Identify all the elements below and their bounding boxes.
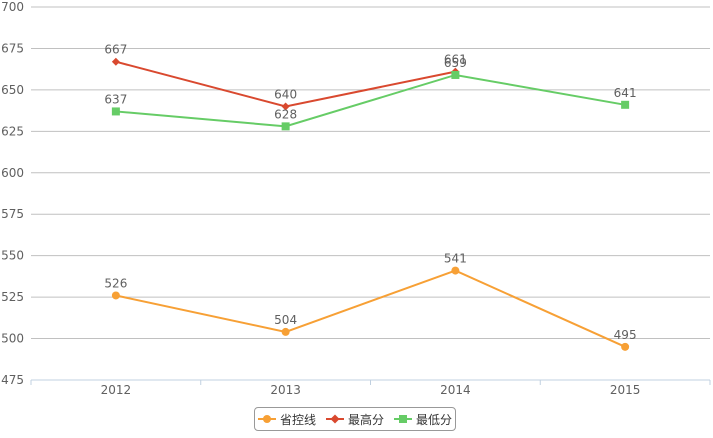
legend-marker-diamond-icon: [325, 414, 344, 424]
data-point: [111, 57, 120, 66]
data-label: 641: [614, 86, 637, 100]
data-point: [621, 342, 630, 351]
legend-marker-square-icon: [394, 414, 412, 424]
data-label: 637: [104, 92, 127, 106]
legend-label: 省控线: [279, 412, 316, 427]
x-tick-label: 2015: [610, 383, 641, 397]
x-tick-label: 2013: [270, 383, 301, 397]
x-tick-label: 2014: [440, 383, 471, 397]
data-label: 667: [104, 43, 127, 57]
data-point: [111, 291, 120, 300]
data-point: [281, 327, 290, 336]
data-point: [111, 107, 120, 116]
x-tick-label: 2012: [101, 383, 132, 397]
data-label: 661: [444, 53, 467, 67]
y-tick-label: 575: [1, 207, 24, 221]
y-tick-label: 475: [1, 373, 24, 387]
legend-marker-circle-icon: [257, 414, 276, 424]
data-label: 659: [444, 56, 467, 70]
data-point: [281, 102, 290, 111]
data-point: [281, 122, 290, 131]
legend-item-2[interactable]: 最低分: [394, 411, 452, 428]
data-point: [451, 70, 460, 79]
y-tick-label: 500: [1, 332, 24, 346]
data-label: 526: [104, 276, 127, 290]
data-point: [621, 100, 630, 109]
y-tick-label: 625: [1, 124, 24, 138]
y-tick-label: 600: [1, 166, 24, 180]
data-label: 495: [614, 328, 637, 342]
data-point: [451, 266, 460, 275]
y-tick-label: 675: [1, 41, 24, 55]
data-label: 504: [274, 313, 297, 327]
y-tick-label: 525: [1, 290, 24, 304]
y-tick-label: 700: [1, 0, 24, 14]
series-line: [115, 73, 626, 128]
data-label: 640: [274, 87, 297, 101]
y-tick-label: 650: [1, 83, 24, 97]
legend-item-1[interactable]: 最高分: [325, 411, 384, 428]
legend-label: 最低分: [416, 412, 453, 427]
y-tick-label: 550: [1, 249, 24, 263]
data-label: 628: [274, 107, 297, 121]
data-label: 541: [444, 252, 467, 266]
legend-label: 最高分: [347, 412, 384, 427]
chart-legend: 省控线 最高分 最低分: [254, 407, 456, 431]
legend-item-0[interactable]: 省控线: [257, 411, 316, 428]
series-line: [115, 269, 626, 348]
